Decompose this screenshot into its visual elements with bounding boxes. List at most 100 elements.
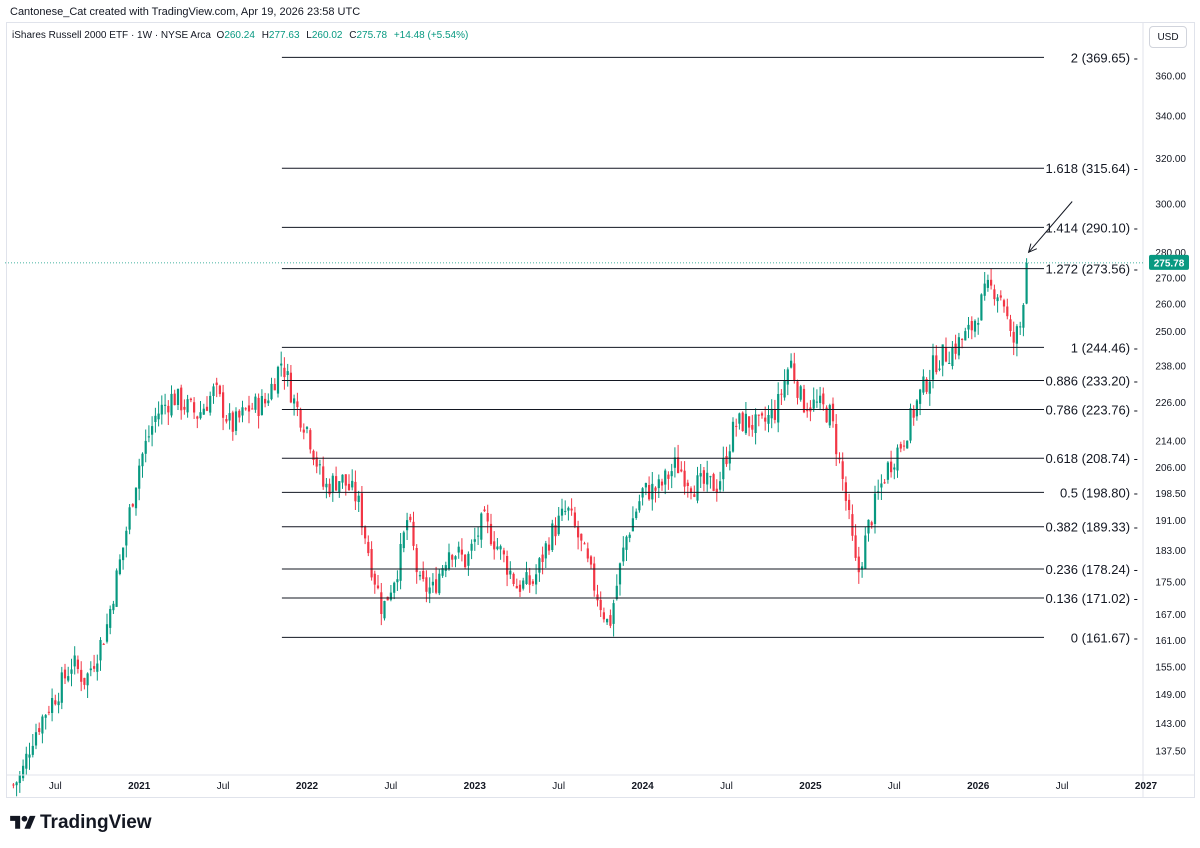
currency-button[interactable]: USD [1149,26,1187,48]
candle-body [57,701,60,706]
candle-body [38,728,41,732]
candle-body [806,409,809,412]
candle-body [835,424,838,455]
candle-body [696,475,699,501]
ohlc-open-key: O [216,30,225,41]
candle-body [1006,306,1009,317]
fib-level-label: 0.886 (233.20) - [1045,374,1138,389]
candle-body [444,565,447,571]
candle-body [467,553,470,566]
candle-body [815,401,818,403]
y-tick-label: 250.00 [1155,327,1186,338]
candle-body [73,655,76,667]
candle-body [415,548,418,573]
candle-body [864,535,867,570]
candle-body [393,582,396,593]
candle-body [215,382,218,385]
candle-body [944,347,948,362]
candle-body [160,404,163,415]
candle-body [483,509,486,512]
x-tick-label: 2027 [1135,781,1158,792]
y-tick-label: 360.00 [1155,72,1186,83]
candle-body [228,413,231,421]
candle-body [205,406,209,411]
candle-body [47,711,50,713]
candle-body [364,526,367,539]
candle-body [912,408,915,418]
y-tick-label: 238.00 [1155,362,1186,373]
chart-frame [6,22,1195,798]
y-tick-label: 183.00 [1155,546,1186,557]
candle-body [299,409,302,428]
candle-body [686,482,689,486]
candle-body [657,479,660,489]
candle-body [15,782,18,786]
candle-body [486,513,489,522]
candle-body [680,469,683,472]
candle-body [347,483,351,490]
candle-body [383,601,386,619]
candle-body [89,668,92,671]
fib-level-label: 0.618 (208.74) - [1045,451,1138,466]
candle-body [560,508,564,516]
symbol-name[interactable]: iShares Russell 2000 ETF · 1W · NYSE Arc… [12,30,211,41]
candle-body [993,289,996,300]
y-tick-label: 167.00 [1155,610,1186,621]
ohlc-low-key: L [306,30,312,41]
candle-body [293,398,296,404]
candle-body [667,474,670,479]
candle-body [376,585,380,589]
candle-body [464,554,467,568]
candle-body [606,618,609,623]
candle-body [899,444,902,449]
candle-body [544,543,547,559]
candle-body [964,331,967,341]
candle-body [689,488,693,493]
candle-body [564,510,567,512]
candle-body [644,483,647,488]
tradingview-logo-text: TradingView [40,812,152,833]
candle-body [854,535,857,558]
candle-body [454,556,457,560]
x-tick-label: 2026 [967,781,990,792]
fib-level-label: 1.272 (273.56) - [1045,262,1138,277]
candle-body [767,415,770,424]
candle-body [63,669,67,679]
candle-body [80,669,83,682]
candle-body [570,508,573,511]
candle-body [938,368,941,370]
tradingview-logo[interactable]: TradingView [10,812,152,834]
candle-body [925,379,928,392]
candle-body [380,592,383,614]
candle-body [170,393,173,416]
candle-body [267,400,270,404]
candle-body [425,577,428,592]
candle-body [231,412,234,432]
candle-body [396,579,399,583]
candle-body [477,535,480,537]
candle-body [883,482,886,484]
candle-body [638,501,641,511]
candle-body [941,344,944,366]
candle-body [12,784,15,786]
candle-body [880,483,883,488]
candle-body [896,447,899,471]
candle-body [212,386,215,396]
y-tick-label: 137.50 [1155,747,1186,758]
candle-body [496,546,499,550]
candle-body [141,453,144,467]
y-tick-label: 260.00 [1155,300,1186,311]
y-tick-label: 280.00 [1155,248,1186,259]
candle-body [748,416,751,428]
candle-body [218,385,221,395]
candle-body [790,360,793,368]
y-tick-label: 340.00 [1155,112,1186,123]
candle-body [831,403,835,422]
candle-body [418,575,422,577]
fib-level-label: 0.236 (178.24) - [1045,562,1138,577]
candle-body [144,440,147,454]
candle-body [935,355,938,373]
y-tick-label: 320.00 [1155,154,1186,165]
x-tick-label: Jul [49,781,62,792]
